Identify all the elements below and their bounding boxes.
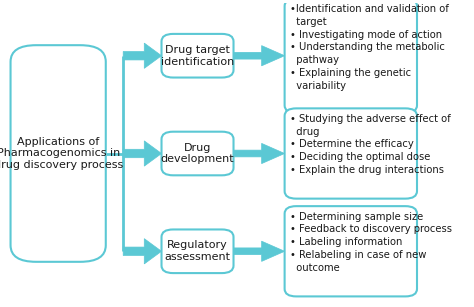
Polygon shape	[123, 239, 162, 264]
Text: •Identification and validation of
  target
• Investigating mode of action
• Unde: •Identification and validation of target…	[290, 4, 449, 91]
FancyBboxPatch shape	[162, 34, 234, 78]
FancyBboxPatch shape	[162, 229, 234, 273]
Text: Regulatory
assessment: Regulatory assessment	[164, 240, 230, 262]
Text: • Determining sample size
• Feedback to discovery process
• Labeling information: • Determining sample size • Feedback to …	[290, 212, 452, 273]
Polygon shape	[123, 141, 162, 166]
Polygon shape	[234, 46, 284, 66]
Polygon shape	[123, 43, 162, 68]
FancyBboxPatch shape	[162, 132, 234, 175]
Text: Applications of
Pharmacogenomics in
drug discovery process: Applications of Pharmacogenomics in drug…	[0, 137, 123, 170]
Text: Drug
development: Drug development	[161, 143, 234, 164]
Polygon shape	[234, 241, 284, 261]
Text: Drug target
identification: Drug target identification	[161, 45, 234, 67]
FancyBboxPatch shape	[10, 45, 106, 262]
FancyBboxPatch shape	[284, 0, 417, 113]
FancyBboxPatch shape	[284, 108, 417, 199]
Polygon shape	[234, 143, 284, 164]
FancyBboxPatch shape	[284, 206, 417, 297]
Text: • Studying the adverse effect of
  drug
• Determine the efficacy
• Deciding the : • Studying the adverse effect of drug • …	[290, 114, 451, 175]
